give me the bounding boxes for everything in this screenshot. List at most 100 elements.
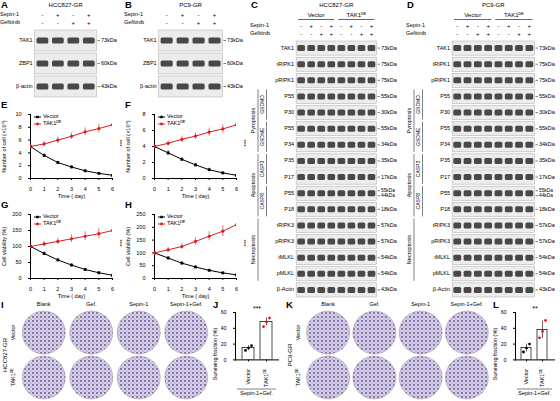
svg-text:tRIPK1: tRIPK1	[433, 61, 450, 67]
svg-text:CASP8: CASP8	[259, 193, 265, 210]
svg-text:-: -	[497, 31, 499, 37]
svg-text:A: A	[1, 0, 8, 10]
svg-text:C: C	[251, 0, 258, 10]
svg-text:200: 200	[12, 211, 21, 217]
svg-text:43kDa: 43kDa	[539, 286, 556, 292]
svg-text:1: 1	[43, 286, 46, 292]
svg-text:***: ***	[241, 139, 246, 147]
svg-text:-: -	[467, 31, 469, 37]
svg-text:Cell viability (%): Cell viability (%)	[1, 227, 7, 266]
svg-text:I: I	[1, 299, 4, 310]
svg-text:8: 8	[18, 124, 21, 130]
svg-text:-: -	[166, 12, 168, 18]
svg-text:PC9-GR: PC9-GR	[482, 2, 505, 8]
svg-text:4: 4	[208, 186, 211, 192]
svg-text:+: +	[87, 12, 91, 18]
svg-text:200: 200	[136, 224, 145, 230]
svg-text:-: -	[320, 23, 322, 29]
svg-text:-: -	[182, 20, 184, 26]
svg-text:TAK1ᴰᴱ: TAK1ᴰᴱ	[295, 368, 301, 387]
svg-text:P55: P55	[440, 93, 450, 99]
svg-text:B: B	[125, 0, 132, 10]
svg-text:Vector: Vector	[523, 369, 529, 385]
svg-text:***: ***	[241, 239, 246, 247]
svg-text:pRIPK1: pRIPK1	[275, 77, 294, 83]
svg-text:50: 50	[139, 262, 145, 268]
svg-text:tRIPK1: tRIPK1	[277, 61, 294, 67]
svg-text:0: 0	[223, 357, 226, 363]
svg-text:***: ***	[117, 139, 122, 147]
svg-text:0: 0	[142, 275, 145, 281]
svg-text:G: G	[1, 199, 8, 210]
svg-text:0: 0	[153, 286, 156, 292]
svg-text:Vector: Vector	[10, 325, 16, 341]
svg-text:Blank: Blank	[37, 301, 51, 307]
svg-text:0: 0	[29, 286, 32, 292]
svg-text:Vector: Vector	[308, 12, 325, 18]
svg-text:P34: P34	[440, 141, 450, 147]
svg-text:CASP8: CASP8	[415, 193, 421, 210]
svg-text:-: -	[41, 12, 43, 18]
svg-text:1: 1	[167, 286, 170, 292]
svg-text:4: 4	[84, 186, 87, 192]
svg-text:+: +	[360, 31, 364, 37]
svg-text:2: 2	[142, 159, 145, 165]
svg-text:***: ***	[253, 305, 261, 312]
svg-text:Surviving fraction (%): Surviving fraction (%)	[212, 328, 218, 380]
svg-text:73kDa: 73kDa	[227, 37, 244, 43]
svg-text:HCC827-GR: HCC827-GR	[49, 2, 84, 8]
svg-text:6: 6	[111, 186, 114, 192]
svg-text:K: K	[286, 299, 293, 310]
svg-text:6: 6	[111, 286, 114, 292]
svg-text:5: 5	[97, 286, 100, 292]
svg-text:250: 250	[136, 211, 145, 217]
svg-text:+: +	[517, 31, 521, 37]
svg-text:3: 3	[70, 186, 73, 192]
svg-text:pRIPK3: pRIPK3	[275, 238, 294, 244]
svg-text:tRIPK3: tRIPK3	[277, 222, 294, 228]
svg-text:Apoptosis: Apoptosis	[250, 173, 256, 197]
svg-text:18kDa: 18kDa	[539, 206, 556, 212]
svg-text:P55: P55	[440, 125, 450, 131]
svg-text:TAK1: TAK1	[281, 45, 294, 51]
svg-text:17kDa: 17kDa	[381, 174, 398, 180]
svg-text:43kDa: 43kDa	[227, 83, 244, 89]
svg-text:Sepin-1: Sepin-1	[129, 301, 148, 307]
svg-text:150: 150	[136, 237, 145, 243]
svg-text:+: +	[476, 31, 480, 37]
svg-text:+: +	[466, 23, 470, 29]
svg-text:+: +	[528, 23, 532, 29]
svg-text:Gefitinib: Gefitinib	[0, 19, 20, 25]
svg-text:TAK1ᴰᴱ: TAK1ᴰᴱ	[539, 368, 545, 387]
svg-text:34kDa: 34kDa	[539, 141, 556, 147]
svg-text:-: -	[41, 20, 43, 26]
svg-text:ZBP1: ZBP1	[19, 60, 33, 66]
svg-text:5: 5	[97, 186, 100, 192]
svg-text:73kDa: 73kDa	[381, 45, 398, 51]
svg-text:50: 50	[15, 259, 21, 265]
svg-text:35kDa: 35kDa	[381, 157, 398, 163]
svg-text:73kDa: 73kDa	[539, 45, 556, 51]
svg-text:55kDa: 55kDa	[539, 93, 556, 99]
svg-text:tMLKL: tMLKL	[278, 254, 294, 260]
svg-text:Sepin-1: Sepin-1	[411, 301, 430, 307]
svg-text:+: +	[330, 23, 334, 29]
svg-text:0: 0	[29, 186, 32, 192]
svg-text:54kDa: 54kDa	[381, 270, 398, 276]
svg-text:Blank: Blank	[321, 301, 335, 307]
svg-text:HCC827-GR: HCC827-GR	[319, 2, 354, 8]
svg-text:Number of cell (×10⁴): Number of cell (×10⁴)	[125, 120, 131, 173]
svg-text:HCC827-GR: HCC827-GR	[2, 337, 8, 372]
svg-text:2: 2	[56, 186, 59, 192]
svg-text:Time ( day): Time ( day)	[182, 193, 210, 199]
svg-text:60: 60	[221, 309, 227, 315]
svg-text:Vector: Vector	[167, 113, 183, 119]
svg-text:3: 3	[70, 286, 73, 292]
svg-text:Time ( day): Time ( day)	[182, 293, 210, 299]
svg-text:pRIPK3: pRIPK3	[431, 238, 450, 244]
svg-text:57kDa: 57kDa	[539, 238, 556, 244]
svg-text:Apoptosis: Apoptosis	[406, 173, 412, 197]
svg-text:34kDa: 34kDa	[381, 141, 398, 147]
svg-text:TAK1ᴰᴱ: TAK1ᴰᴱ	[43, 220, 62, 226]
svg-text:-: -	[310, 31, 312, 37]
